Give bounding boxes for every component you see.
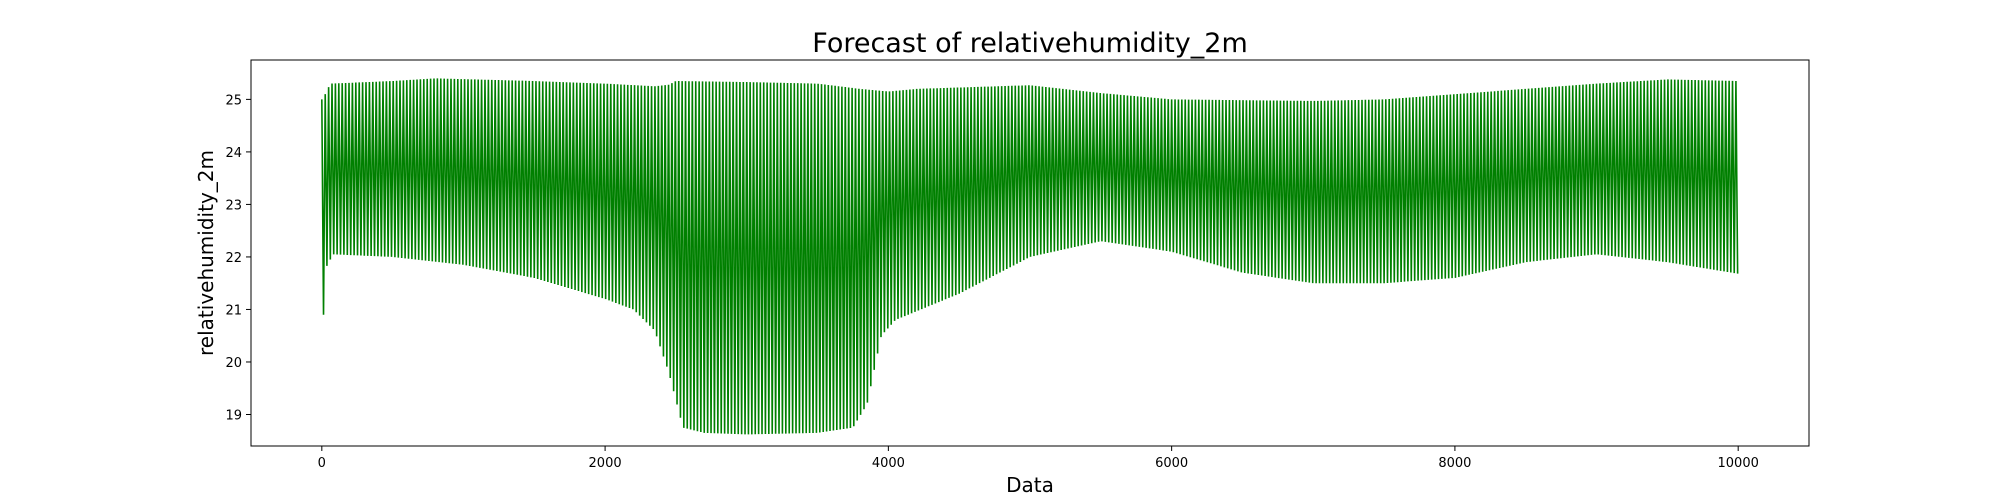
plot-frame xyxy=(250,59,1810,447)
x-tick-label: 6000 xyxy=(1155,456,1188,471)
series-layer xyxy=(321,78,1739,435)
y-axis: 19 20 21 22 23 24 25 xyxy=(225,93,251,423)
y-tick-label: 20 xyxy=(225,356,242,371)
chart-title: Forecast of relativehumidity_2m xyxy=(812,28,1248,59)
x-axis-title: Data xyxy=(1006,473,1054,497)
x-tick-label: 10000 xyxy=(1718,456,1759,471)
x-tick-label: 4000 xyxy=(872,456,905,471)
y-tick-label: 24 xyxy=(225,146,242,161)
x-tick-label: 0 xyxy=(318,456,326,471)
x-tick-label: 2000 xyxy=(589,456,622,471)
x-tick-label: 8000 xyxy=(1438,456,1471,471)
y-tick-label: 25 xyxy=(225,93,242,108)
y-tick-label: 23 xyxy=(225,198,242,213)
x-axis: 0 2000 4000 6000 8000 10000 xyxy=(318,446,1759,471)
y-tick-label: 22 xyxy=(225,251,242,266)
y-tick-label: 21 xyxy=(225,303,242,318)
y-tick-label: 19 xyxy=(225,408,242,423)
y-axis-title: relativehumidity_2m xyxy=(194,150,218,356)
series-line-0 xyxy=(321,78,1739,435)
